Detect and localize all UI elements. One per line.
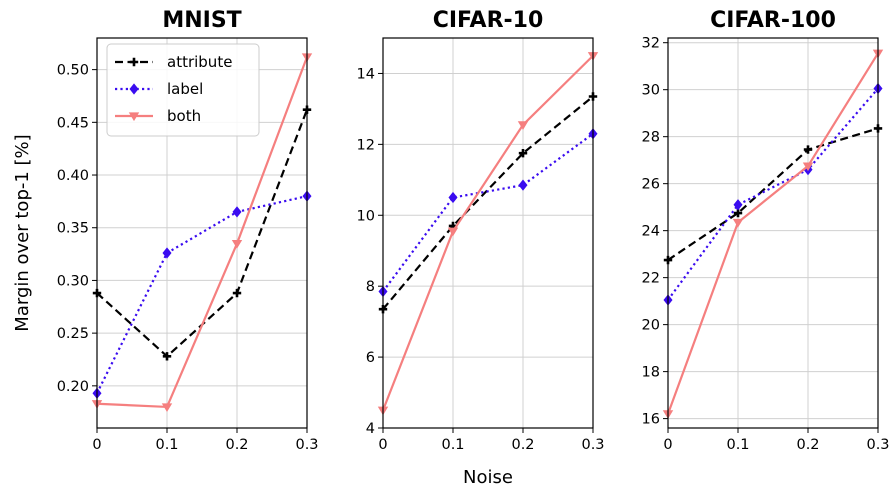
- y-tick-label: 14: [357, 66, 375, 82]
- y-tick-label: 4: [366, 421, 375, 437]
- x-tick-label: 0: [663, 437, 672, 453]
- series-line-attribute: [97, 110, 307, 357]
- x-tick-label: 0.1: [441, 437, 464, 453]
- plot-frame: [668, 38, 878, 428]
- chart-title: CIFAR-100: [710, 8, 836, 33]
- x-axis-label: Noise: [463, 467, 513, 488]
- x-tick-label: 0: [92, 437, 101, 453]
- legend-label-label: label: [167, 80, 203, 98]
- x-tick-label: 0.2: [796, 437, 819, 453]
- x-tick-label: 0.3: [866, 437, 889, 453]
- y-tick-label: 0.35: [57, 221, 89, 237]
- x-tick-label: 0: [378, 437, 387, 453]
- panel-mnist: MNIST 0 0.1 0.2 0.3 0.20 0.25 0.30 0.35 0.40 0.45 0…: [57, 8, 319, 453]
- y-tick-label: 6: [366, 350, 375, 366]
- series-line-label: [383, 134, 593, 292]
- y-tick-label: 18: [642, 365, 660, 381]
- series-line-both: [668, 53, 878, 414]
- data-point-both: [734, 219, 743, 227]
- panel-cifar-100: CIFAR-100 0 0.1 0.2 0.3 16 18 20 22 24 26 28 30 32: [642, 8, 890, 453]
- series-line-label: [97, 196, 307, 393]
- y-tick-label: 32: [642, 36, 660, 52]
- y-axis-label: Margin over top-1 [%]: [12, 134, 33, 331]
- y-tick-label: 0.25: [57, 326, 89, 342]
- data-point-attribute: [804, 145, 812, 153]
- data-point-both: [233, 240, 242, 248]
- x-tick-label: 0.3: [295, 437, 318, 453]
- x-tick-label: 0.2: [511, 437, 534, 453]
- legend-label-attribute: attribute: [167, 53, 232, 71]
- chart-title: MNIST: [162, 8, 241, 33]
- x-tick-label: 0.1: [726, 437, 749, 453]
- y-tick-label: 0.30: [57, 273, 89, 289]
- legend-label-both: both: [167, 107, 201, 125]
- data-point-label: [449, 193, 457, 203]
- y-tick-label: 12: [357, 137, 375, 153]
- data-point-label: [519, 180, 527, 190]
- y-tick-label: 20: [642, 318, 660, 334]
- x-tick-label: 0.1: [155, 437, 178, 453]
- series-line-attribute: [383, 97, 593, 310]
- data-point-attribute: [233, 289, 241, 297]
- y-tick-label: 28: [642, 130, 660, 146]
- y-tick-label: 22: [642, 271, 660, 287]
- y-tick-label: 0.50: [57, 63, 89, 79]
- y-tick-label: 0.40: [57, 168, 89, 184]
- chart-title: CIFAR-10: [433, 8, 544, 33]
- legend: attribute label both: [107, 44, 259, 136]
- x-tick-label: 0.3: [581, 437, 604, 453]
- plot-frame: [383, 38, 593, 428]
- y-tick-label: 24: [642, 224, 660, 240]
- x-tick-label: 0.2: [225, 437, 248, 453]
- y-tick-label: 26: [642, 177, 660, 193]
- y-tick-label: 8: [366, 279, 375, 295]
- y-tick-label: 16: [642, 412, 660, 428]
- y-tick-label: 0.20: [57, 379, 89, 395]
- data-point-label: [233, 207, 241, 217]
- y-tick-label: 10: [357, 208, 375, 224]
- data-point-both: [449, 228, 458, 236]
- y-tick-label: 0.45: [57, 115, 89, 131]
- panel-cifar-10: CIFAR-10 0 0.1 0.2 0.3 4 6 8 10 12 14: [357, 8, 605, 453]
- y-tick-label: 30: [642, 83, 660, 99]
